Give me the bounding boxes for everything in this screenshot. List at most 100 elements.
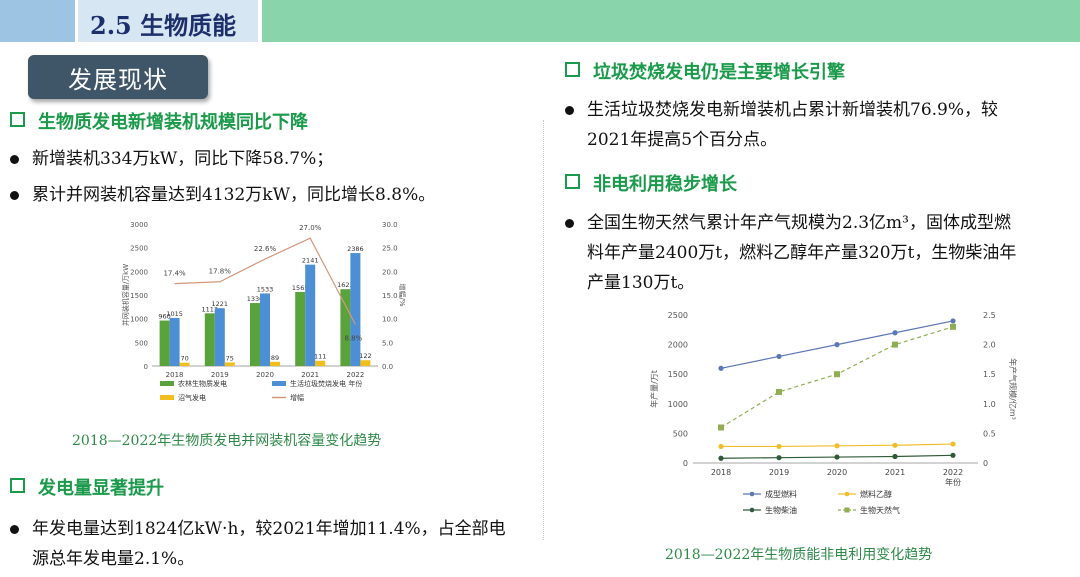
bar-生活垃圾焚烧发电 xyxy=(305,264,316,366)
bar-value-label: 122 xyxy=(359,352,371,360)
column-divider xyxy=(543,120,544,540)
legend-label: 沼气发电 xyxy=(178,393,206,402)
square-bullet-icon xyxy=(10,478,25,493)
legend-swatch xyxy=(160,395,174,400)
bullet-text: 生活垃圾焚烧发电新增装机占累计新增装机76.9%，较 2021年提高5个百分点。 xyxy=(587,95,998,155)
square-bullet-icon xyxy=(10,112,25,127)
data-point xyxy=(776,455,782,461)
data-point xyxy=(718,424,724,431)
data-point xyxy=(834,443,840,449)
bar-value-label: 1113 xyxy=(202,305,219,313)
bar-农林生物质发电 xyxy=(159,320,170,366)
x-axis-label: 年份 xyxy=(945,477,961,487)
legend-label: 生物天然气 xyxy=(860,505,900,515)
y-right-tick-label: 30.0 xyxy=(382,221,398,229)
legend-label: 生活垃圾焚烧发电 xyxy=(290,379,346,388)
x-tick-label: 2022 xyxy=(943,468,963,477)
data-point xyxy=(776,353,782,360)
bullet-item: 全国生物天然气累计年产气规模为2.3亿m³，固体成型燃 料年产量2400万t，燃… xyxy=(565,208,1075,300)
data-point xyxy=(718,455,724,461)
x-tick-label: 2022 xyxy=(346,371,364,379)
y-tick-label: 2000 xyxy=(130,268,148,276)
y-tick-label: 0 xyxy=(683,459,688,468)
bar-value-label: 75 xyxy=(226,354,234,362)
y-tick-label: 2500 xyxy=(668,311,688,320)
bullet-dot-icon xyxy=(565,219,574,228)
bar-沼气发电 xyxy=(360,360,371,366)
data-point xyxy=(834,342,840,348)
y-tick-label: 1000 xyxy=(130,316,148,324)
y-right-tick-label: 0.5 xyxy=(983,429,996,438)
x-tick-label: 2019 xyxy=(211,371,229,379)
y-tick-label: 1500 xyxy=(130,292,148,300)
bullet-item: 生活垃圾焚烧发电新增装机占累计新增装机76.9%，较 2021年提高5个百分点。 xyxy=(565,95,1075,157)
y-tick-label: 3000 xyxy=(130,221,148,229)
y-axis-label: 年产量/万t xyxy=(649,370,659,408)
growth-label: 22.6% xyxy=(254,245,277,253)
y-right-tick-label: 25.0 xyxy=(382,245,398,253)
x-tick-label: 2021 xyxy=(885,468,905,477)
y-right-tick-label: 0.0 xyxy=(382,363,393,371)
x-tick-label: 2019 xyxy=(769,468,789,477)
chart-caption-left: 2018—2022年生物质发电并网装机容量变化趋势 xyxy=(72,433,382,449)
bar-农林生物质发电 xyxy=(250,303,260,366)
growth-label: 17.8% xyxy=(209,268,232,276)
bar-农林生物质发电 xyxy=(295,291,306,366)
y-tick-label: 500 xyxy=(673,429,688,438)
y-tick-label: 0 xyxy=(144,363,148,371)
legend-marker xyxy=(749,507,755,513)
bullet-text: 累计并网装机容量达到4132万kW，同比增长8.8%。 xyxy=(32,185,436,205)
y-tick-label: 2500 xyxy=(130,245,148,253)
legend-label: 增幅 xyxy=(290,393,304,402)
bullet-line: 生活垃圾焚烧发电新增装机占累计新增装机76.9%，较 xyxy=(587,100,999,120)
bar-沼气发电 xyxy=(179,362,190,366)
y-tick-label: 2000 xyxy=(668,341,688,350)
y-right-tick-label: 5.0 xyxy=(382,339,393,347)
growth-label: 8.8% xyxy=(345,334,363,342)
data-point xyxy=(950,452,956,458)
square-bullet-icon xyxy=(565,174,580,189)
y-right-tick-label: 10.0 xyxy=(382,316,398,324)
bar-value-label: 89 xyxy=(271,354,279,362)
bullet-item: 累计并网装机容量达到4132万kW，同比增长8.8%。 xyxy=(10,180,540,210)
page-title: 2.5 生物质能 xyxy=(90,11,237,40)
legend-label: 燃料乙醇 xyxy=(860,489,892,499)
y-right-tick-label: 2.0 xyxy=(983,341,996,350)
legend-swatch xyxy=(160,381,174,386)
bullet-line: 2021年提高5个百分点。 xyxy=(587,130,778,150)
y-right-tick-label: 15.0 xyxy=(382,292,398,300)
section-title: 非电利用稳步增长 xyxy=(593,174,737,195)
y-right-axis-label: 年产气规模/亿m³ xyxy=(1008,358,1018,420)
data-point xyxy=(834,371,840,378)
bullet-dot-icon xyxy=(10,525,19,534)
data-point xyxy=(892,453,898,460)
bar-value-label: 1330 xyxy=(247,295,264,303)
data-point xyxy=(834,454,840,460)
bar-value-label: 70 xyxy=(180,355,188,363)
growth-label: 17.4% xyxy=(163,270,186,278)
growth-label: 27.0% xyxy=(299,224,322,232)
x-tick-label: 2021 xyxy=(301,371,319,379)
bullet-text: 全国生物天然气累计年产气规模为2.3亿m³，固体成型燃 料年产量2400万t，燃… xyxy=(587,208,1016,298)
section-heading-right-1: 垃圾焚烧发电仍是主要增长引擎 xyxy=(565,58,845,84)
data-point xyxy=(892,341,898,348)
bar-value-label: 960 xyxy=(158,313,170,321)
data-point xyxy=(950,441,956,447)
bar-沼气发电 xyxy=(224,362,235,366)
capacity-bar-chart: 0 500 1000 1500 2000 2500 3000 0.0 5.0 10.0 15.0 20… xyxy=(121,221,407,402)
bar-生活垃圾焚烧发电 xyxy=(350,253,361,366)
bar-农林生物质发电 xyxy=(340,289,351,366)
bar-value-label: 2141 xyxy=(302,257,319,265)
y-right-axis-label: 增幅/% xyxy=(398,283,407,306)
y-axis-label: 并网装机容量/万kW xyxy=(121,264,130,326)
y-right-tick-label: 1.0 xyxy=(983,400,996,409)
section-heading-right-2: 非电利用稳步增长 xyxy=(565,170,737,196)
data-point xyxy=(718,365,724,371)
chart-caption-right: 2018—2022年生物质能非电利用变化趋势 xyxy=(665,547,933,563)
bullet-dot-icon xyxy=(10,191,19,200)
section-heading-left-1: 生物质发电新增装机规模同比下降 xyxy=(10,108,308,134)
bullet-text: 新增装机334万kW，同比下降58.7%； xyxy=(32,149,334,169)
data-point xyxy=(892,442,898,448)
x-tick-label: 2018 xyxy=(166,371,184,379)
bar-沼气发电 xyxy=(315,360,326,366)
